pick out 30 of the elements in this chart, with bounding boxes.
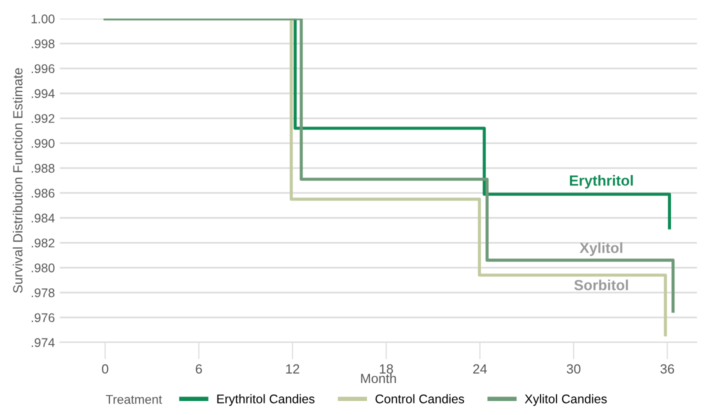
x-tick-label: 18 <box>380 364 393 374</box>
x-axis-title: Month <box>361 373 396 384</box>
y-tick-label: .990 <box>32 138 54 148</box>
y-tick-label: .982 <box>32 238 54 248</box>
x-tick-label: 24 <box>473 364 487 374</box>
y-tick-label: .986 <box>32 188 54 198</box>
y-tick-label: .988 <box>32 164 54 173</box>
y-tick-label: .998 <box>32 39 54 48</box>
x-tick-label: 0 <box>102 364 108 374</box>
y-tick-label: .992 <box>32 114 54 123</box>
x-tick-label: 36 <box>660 364 674 374</box>
x-tick-label: 12 <box>286 364 300 374</box>
annotation: Sorbitol <box>574 280 628 290</box>
y-tick-label: .980 <box>32 263 54 272</box>
y-tick-label: 1.00 <box>32 14 54 24</box>
annotation: Xylitol <box>580 242 622 256</box>
y-tick-label: .994 <box>32 89 55 98</box>
annotation: Erythritol <box>570 175 633 189</box>
y-tick-label: .978 <box>32 288 54 298</box>
x-tick-label: 6 <box>196 364 202 374</box>
y-axis-title: Survival Distribution Function Estimate <box>12 68 22 293</box>
y-tick-label: .984 <box>32 214 55 223</box>
y-tick-label: .976 <box>32 313 54 322</box>
y-tick-label: .996 <box>32 64 54 74</box>
legend-label: Xylitol Candies <box>524 394 607 406</box>
legend-label: Control Candies <box>376 394 464 404</box>
legend-label: Erythritol Candies <box>217 394 314 406</box>
y-tick-label: .974 <box>32 338 55 348</box>
x-tick-label: 30 <box>566 364 580 374</box>
legend-title: Treatment <box>106 395 162 404</box>
